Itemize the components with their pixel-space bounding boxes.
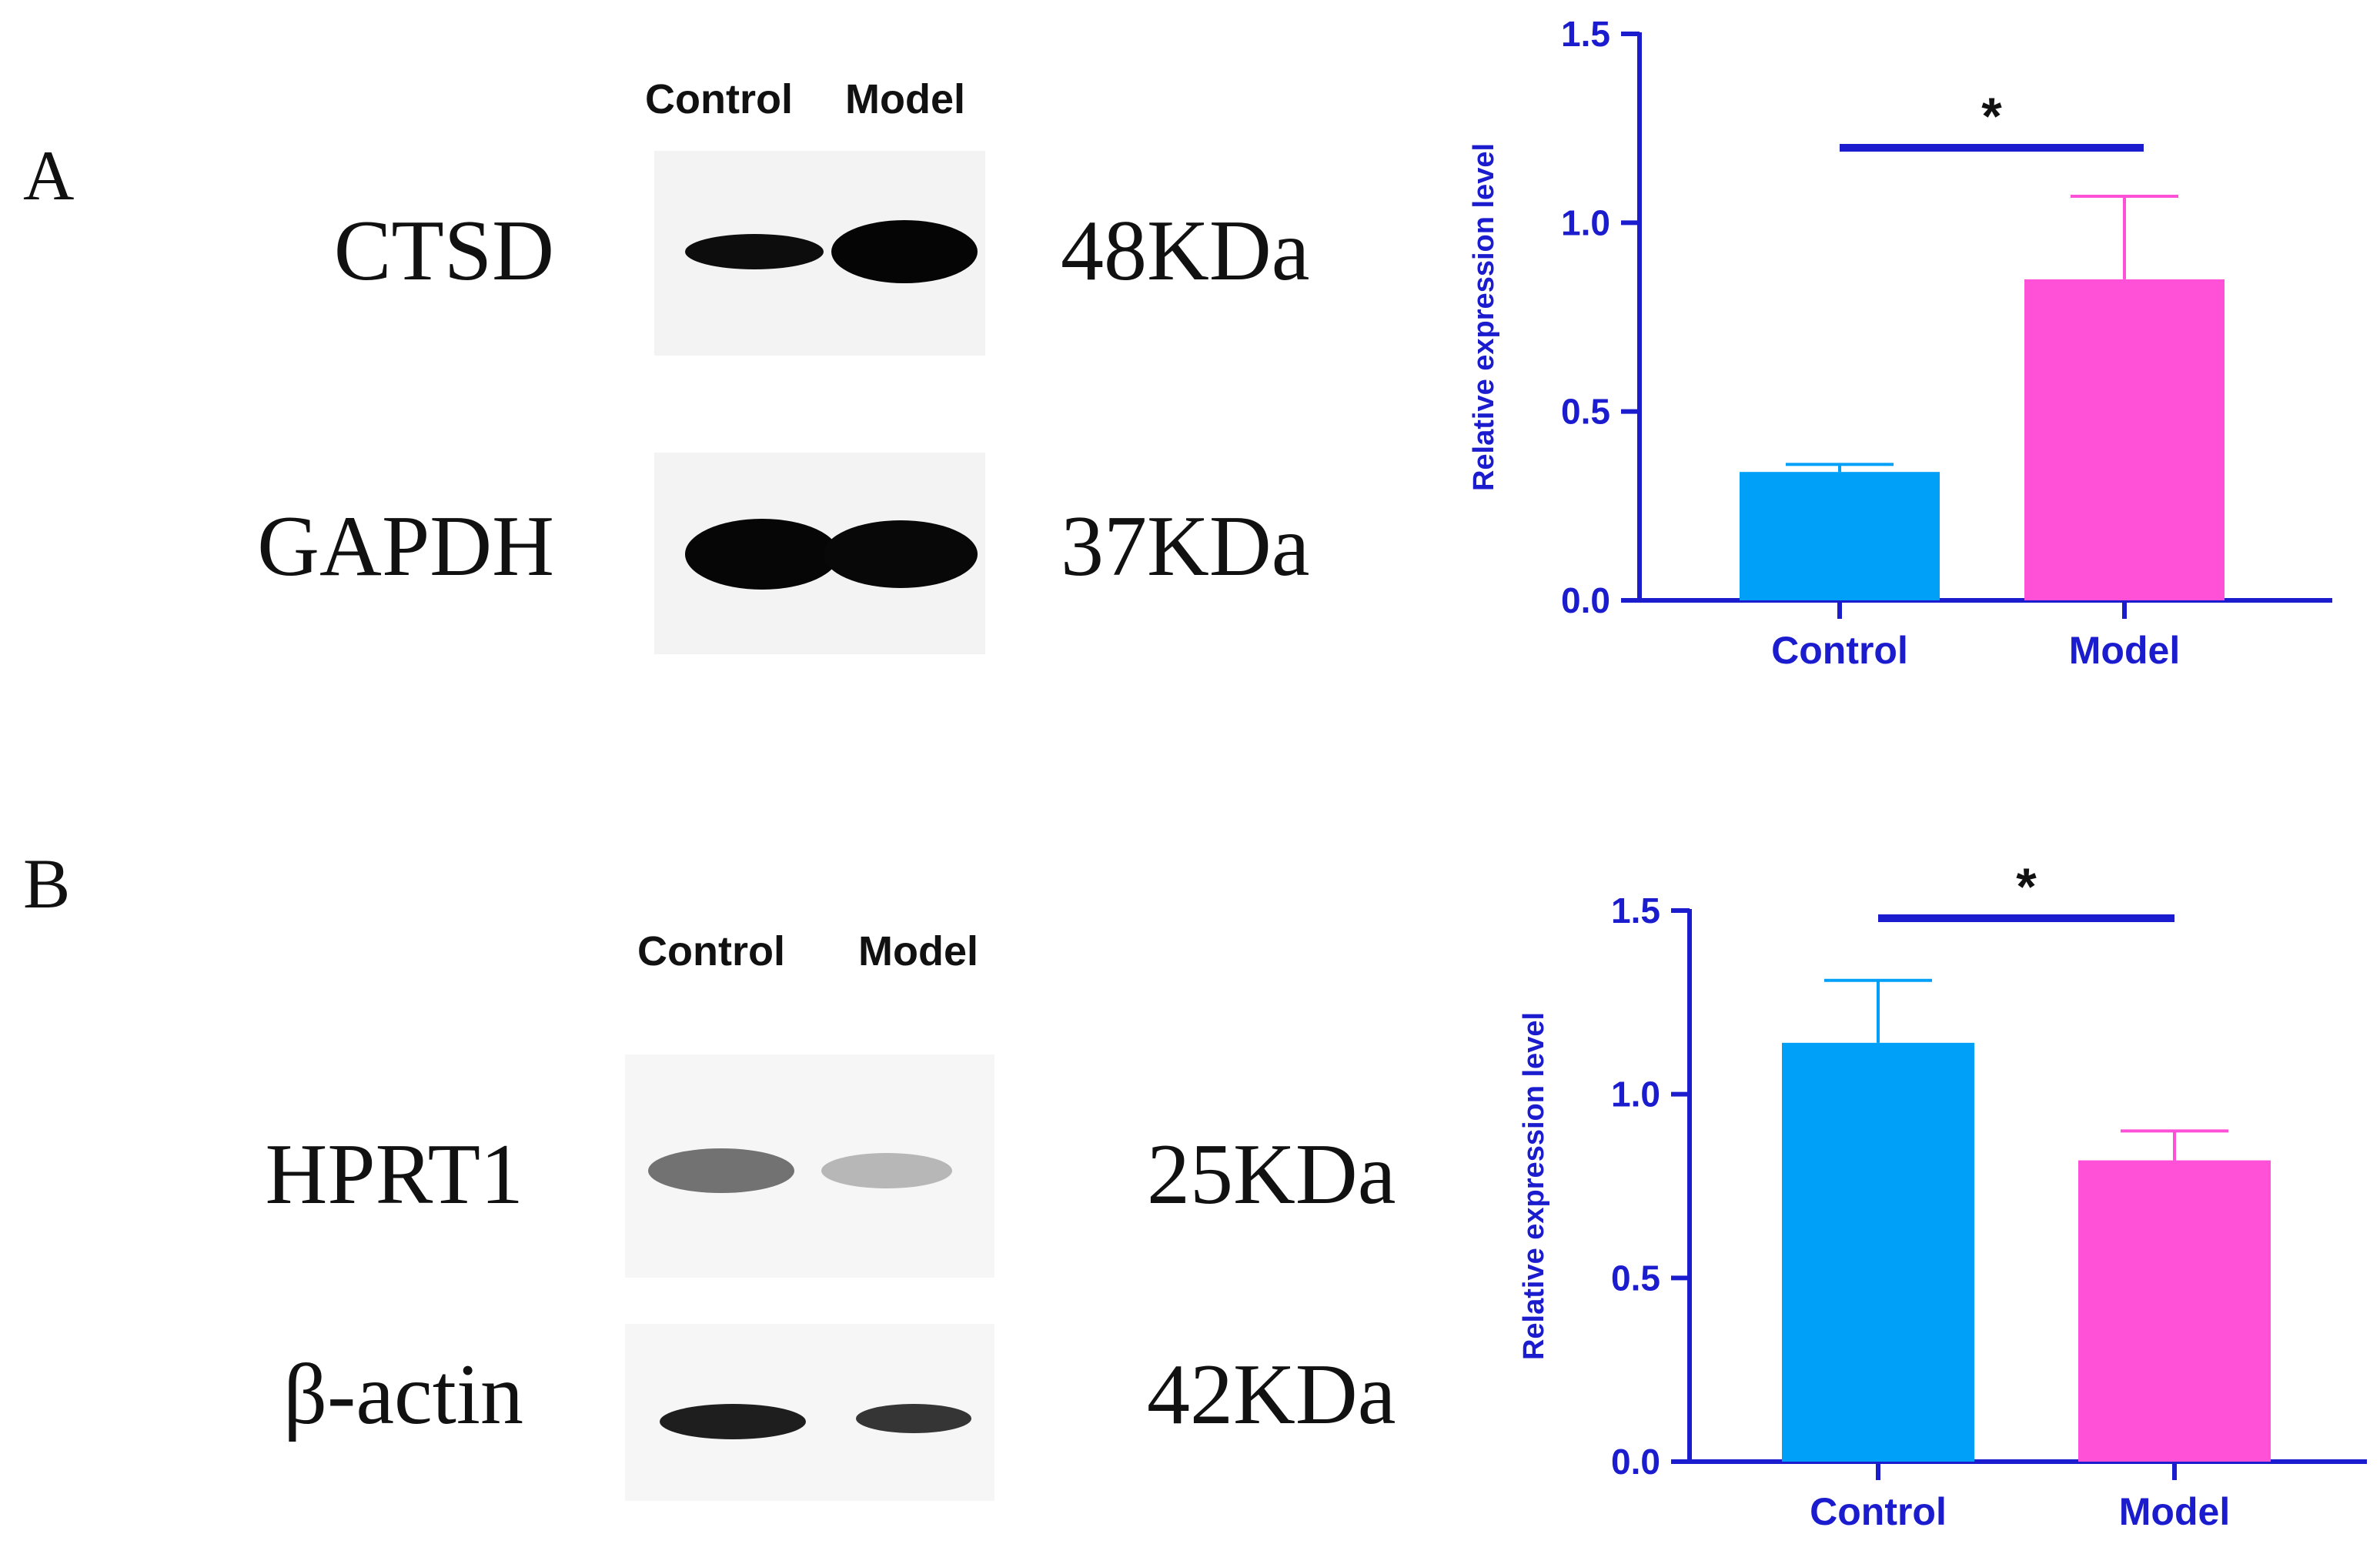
y-axis-label: Relative expression level [1468,143,1500,491]
panel-a-mw-gapdh: 37KDa [1061,499,1310,594]
bar-model [2078,1160,2271,1462]
panel-b-protein-beta-actin: β-actin [283,1347,523,1442]
significance-marker: * [1981,87,2002,145]
panel-a-letter: A [23,136,75,215]
x-tick-label: Control [1771,629,1908,672]
y-tick-label: 1.5 [1561,14,1610,54]
panel-b-lane-model: Model [858,928,978,974]
bar-control [1782,1042,1974,1462]
panel-b-lane-control: Control [637,928,785,974]
band-hprt1-control [648,1148,794,1193]
y-tick-label: 0.5 [1611,1258,1660,1298]
y-axis-label: Relative expression level [1518,1012,1550,1360]
panel-a-lane-model: Model [845,76,965,122]
bar-model [2024,279,2225,600]
x-tick-label: Model [2069,629,2180,672]
y-tick-label: 0.0 [1561,580,1610,620]
panel-a-blot-gapdh [654,453,985,654]
y-tick-label: 0.5 [1561,392,1610,432]
band-beta-actin-control [660,1404,806,1439]
significance-marker: * [2016,857,2037,916]
bar-control [1740,472,1940,600]
band-beta-actin-model [856,1404,971,1433]
panel-a-blot-ctsd [654,151,985,356]
band-ctsd-model [831,220,978,283]
panel-a-lane-control: Control [645,76,793,122]
panel-b-protein-hprt1: HPRT1 [265,1127,523,1222]
panel-a-protein-gapdh: GAPDH [257,499,554,594]
band-gapdh-control [685,519,839,590]
y-tick-label: 1.0 [1611,1074,1660,1115]
panel-a-bar-chart: 0.0 0.5 1.0 1.5 Relative expression level Con… [1468,14,2332,672]
panel-a-mw-ctsd: 48KDa [1061,203,1310,299]
panel-b-mw-beta-actin: 42KDa [1147,1347,1396,1442]
y-tick-label: 1.5 [1611,891,1660,931]
panel-b-letter: B [23,844,71,923]
band-ctsd-control [685,234,824,269]
y-tick-label: 1.0 [1561,202,1610,242]
x-tick-label: Control [1810,1490,1947,1533]
panel-b-blot-beta-actin [625,1324,994,1501]
panel-b-blot-hprt1 [625,1054,994,1278]
y-tick-label: 0.0 [1611,1442,1660,1482]
band-hprt1-model [821,1153,952,1188]
panel-a-protein-ctsd: CTSD [333,203,554,299]
panel-b-mw-hprt1: 25KDa [1147,1127,1396,1222]
band-gapdh-model [824,520,978,588]
panel-b-bar-chart: 0.0 0.5 1.0 1.5 Relative expression level Con… [1518,857,2367,1533]
x-tick-label: Model [2119,1490,2230,1533]
